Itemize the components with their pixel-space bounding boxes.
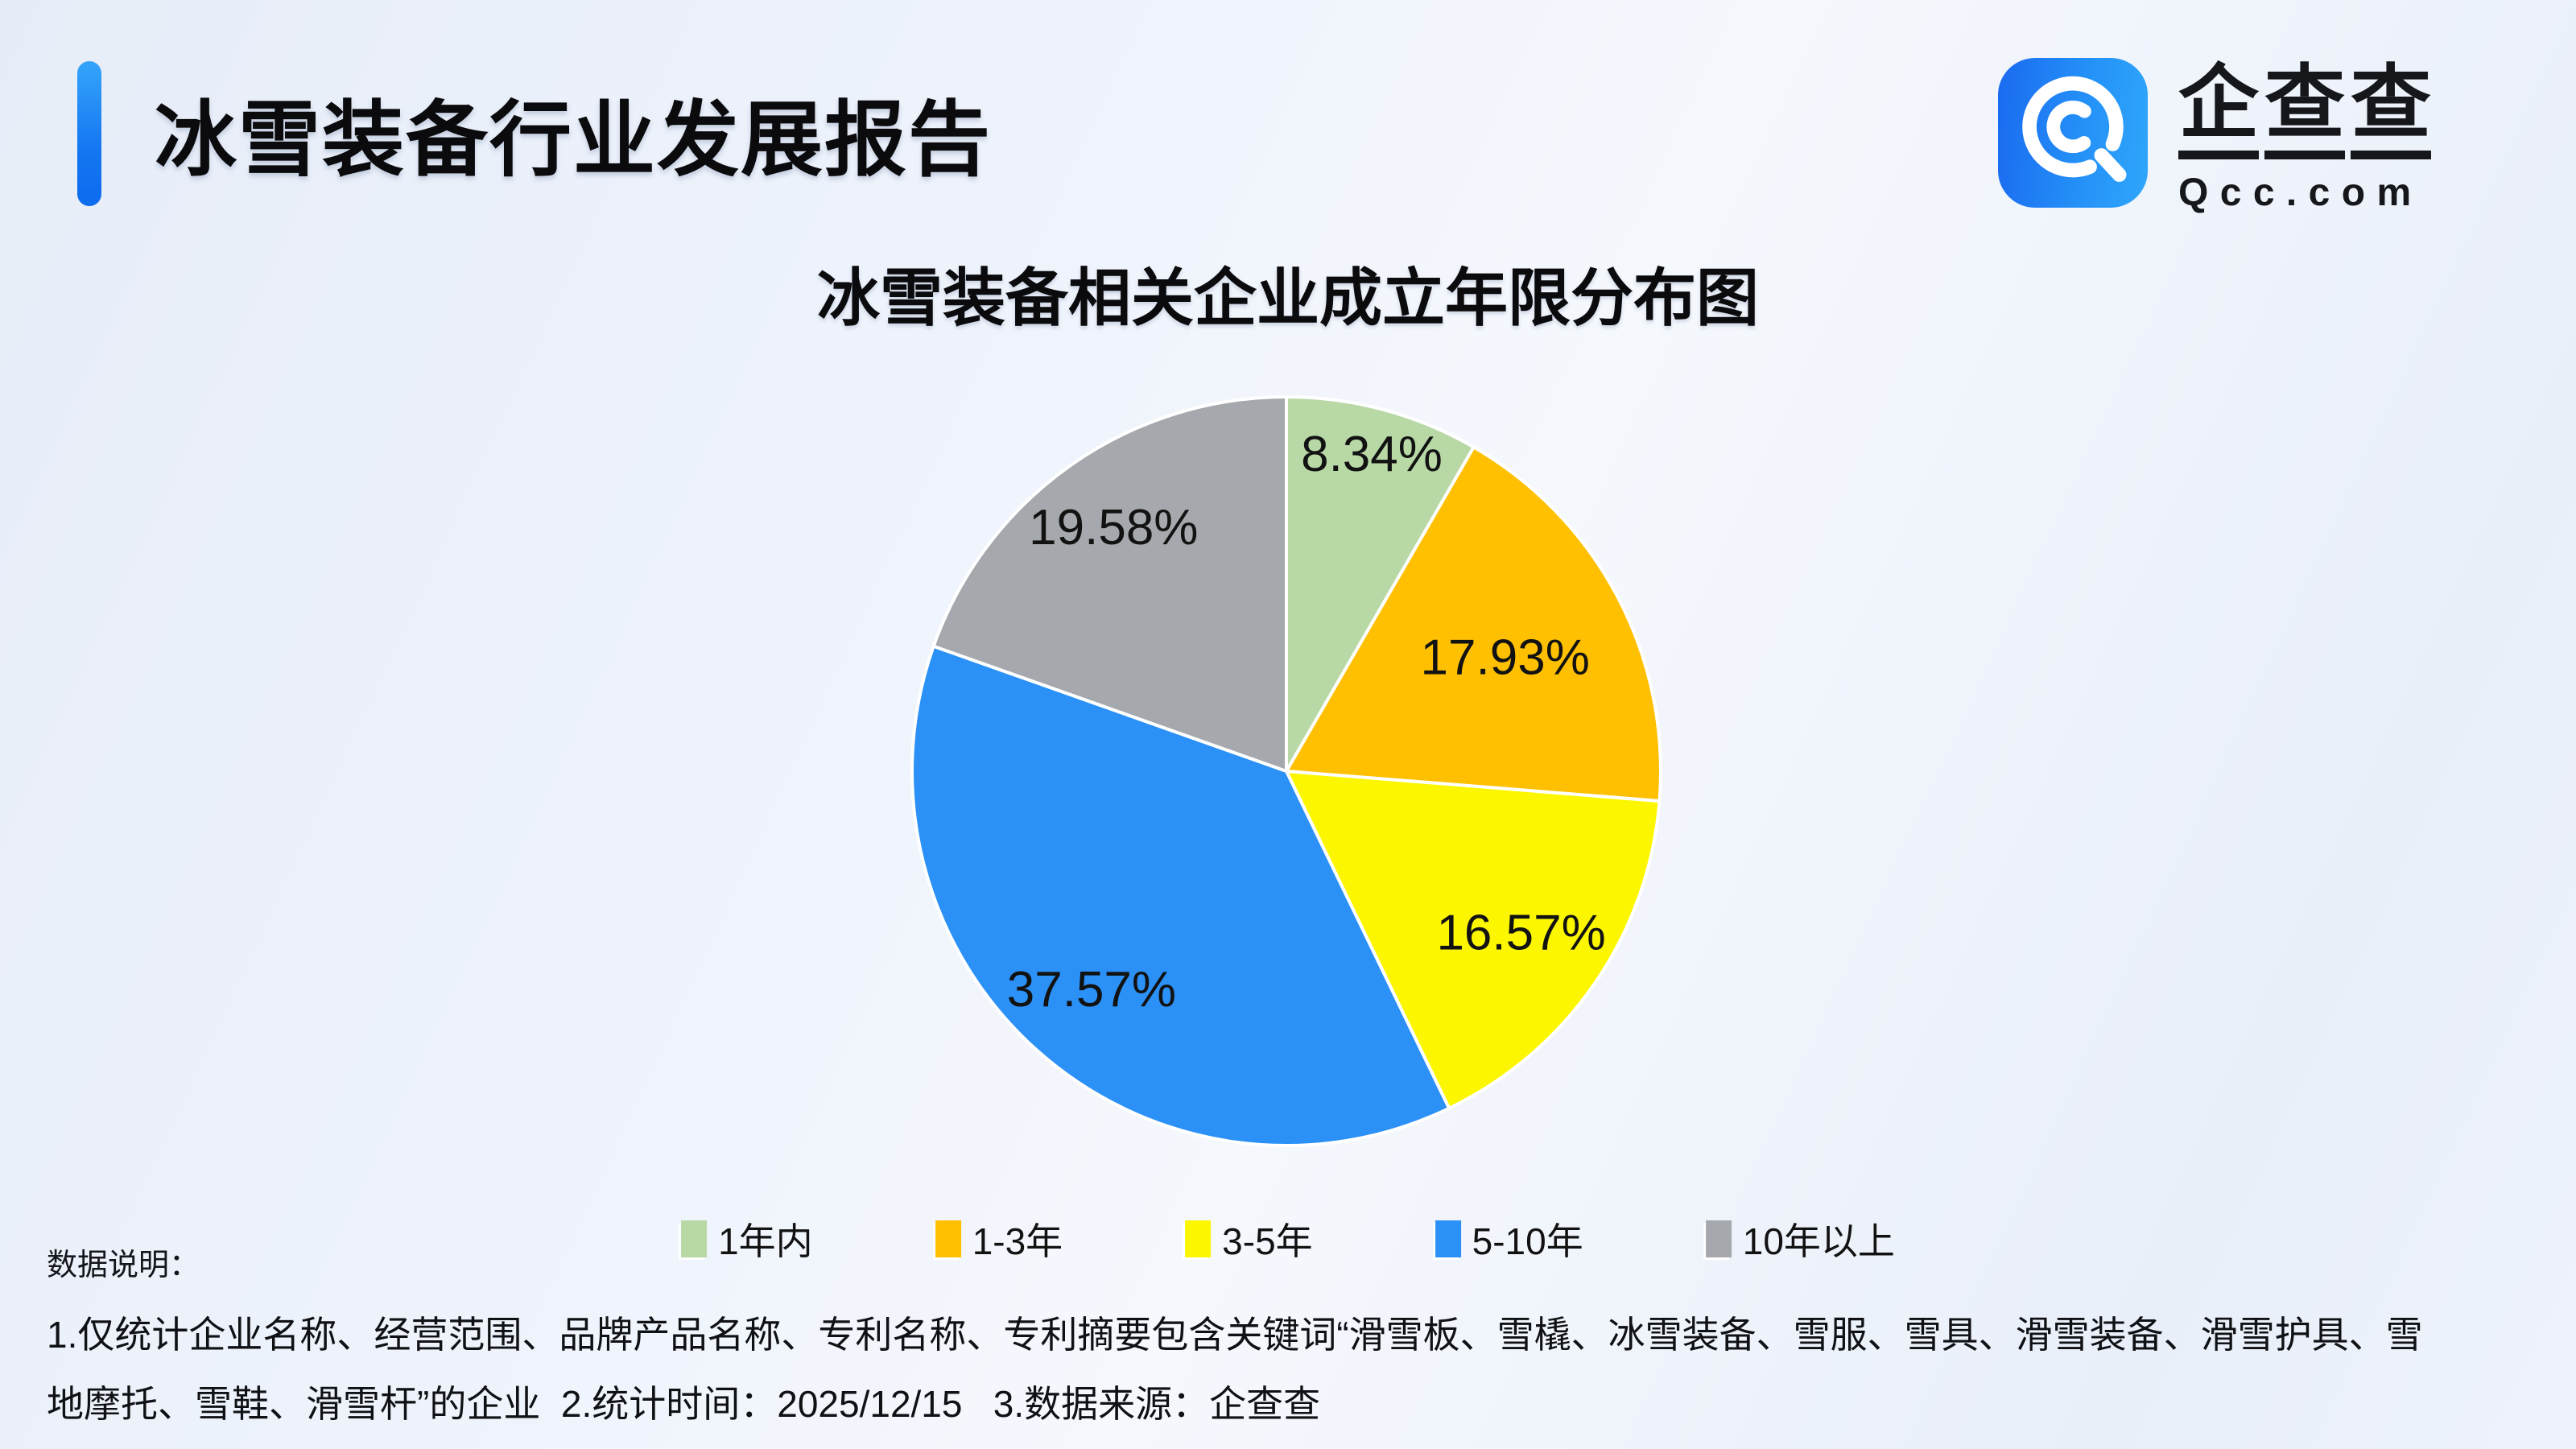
qcc-q-glyph (2022, 76, 2127, 182)
legend-label-2: 3-5年 (1222, 1220, 1313, 1262)
pie-slice-3 (910, 644, 1451, 1148)
legend-item-2: 3-5年 (1185, 1212, 1313, 1265)
legend-item-3: 5-10年 (1435, 1212, 1583, 1265)
qcc-logo-icon (1998, 58, 2148, 208)
legend-item-0: 1年内 (681, 1212, 813, 1265)
brand-char: 查 (2264, 63, 2345, 159)
title-accent-bar (77, 61, 101, 206)
legend-swatch-1 (935, 1220, 961, 1257)
pie-label-3: 37.57% (1007, 962, 1176, 1018)
page-title: 冰雪装备行业发展报告 (155, 94, 992, 186)
legend-label-1: 1-3年 (972, 1220, 1063, 1262)
pie-slice-4 (931, 395, 1288, 773)
pie-label-0: 8.34% (1301, 427, 1443, 482)
legend-swatch-3 (1435, 1220, 1461, 1257)
pie-slice-1 (1285, 445, 1662, 803)
pie-label-1: 17.93% (1421, 630, 1590, 685)
note-line-2: 地摩托、雪鞋、滑雪杆”的企业 2.统计时间：2025/12/15 3.数据来源：… (47, 1383, 1321, 1425)
chart-legend: 1年内 1-3年 3-5年 5-10年 10年以上 (681, 1212, 1895, 1265)
qcc-logo-text: 企查查 Qcc.com (2178, 63, 2516, 215)
pie-svg: 8.34% 17.93% 16.57% 37.57% 19.58% (910, 395, 1662, 1148)
brand-domain: Qcc.com (2178, 171, 2423, 214)
brand-char: 企 (2178, 63, 2259, 159)
pie-slice-2 (1285, 770, 1662, 1110)
legend-label-0: 1年内 (718, 1220, 813, 1262)
brand-name: 企查查 (2178, 63, 2516, 159)
legend-item-4: 10年以上 (1705, 1212, 1895, 1265)
legend-label-3: 5-10年 (1472, 1220, 1583, 1262)
legend-label-4: 10年以上 (1742, 1220, 1895, 1262)
legend-item-1: 1-3年 (935, 1212, 1063, 1265)
legend-swatch-0 (681, 1220, 708, 1257)
note-line-1: 1.仅统计企业名称、经营范围、品牌产品名称、专利名称、专利摘要包含关键词“滑雪板… (47, 1314, 2423, 1356)
pie-label-4: 19.58% (1029, 500, 1198, 555)
pie-label-2: 16.57% (1436, 906, 1605, 961)
pie-chart: 8.34% 17.93% 16.57% 37.57% 19.58% (872, 357, 1701, 1186)
notes-heading: 数据说明： (47, 1249, 200, 1282)
legend-swatch-4 (1705, 1220, 1732, 1257)
pie-slice-0 (1285, 395, 1476, 773)
brand-char: 查 (2351, 63, 2431, 159)
legend-swatch-2 (1185, 1220, 1212, 1257)
chart-title: 冰雪装备相关企业成立年限分布图 (816, 262, 1759, 333)
